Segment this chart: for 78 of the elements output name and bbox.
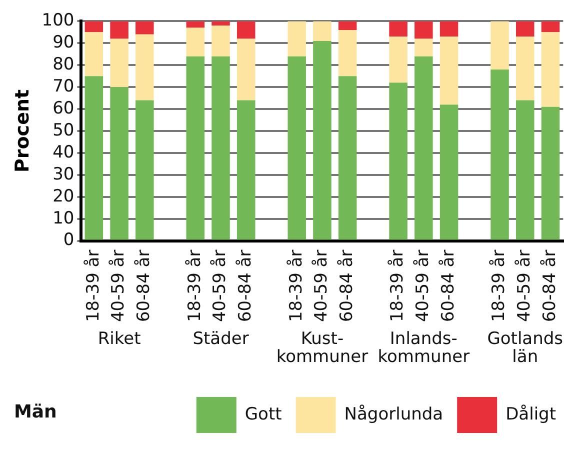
legend-label: Gott: [244, 404, 282, 424]
x-tick-label: 18-39 år: [388, 250, 408, 322]
bar: [212, 26, 230, 56]
bar: [313, 21, 332, 41]
bar: [440, 36, 458, 105]
bar: [490, 70, 509, 240]
bar: [136, 21, 154, 34]
bar: [516, 100, 534, 240]
y-tick-label: 70: [52, 76, 74, 96]
text: Riket: [98, 328, 142, 349]
bar: [440, 104, 458, 240]
legend-label: Någorlunda: [344, 404, 444, 424]
x-tick-label: 18-39 år: [286, 250, 306, 322]
y-tick-label: 50: [52, 120, 74, 140]
bar: [84, 32, 104, 76]
bar: [186, 56, 205, 240]
y-tick-label: 10: [52, 208, 74, 228]
bar: [186, 21, 205, 28]
bar: [110, 87, 128, 240]
x-tick-label: 40-59 år: [312, 250, 332, 322]
x-tick-label: 40-59 år: [210, 250, 230, 322]
y-tick-label: 100: [42, 10, 74, 31]
bar: [516, 36, 534, 100]
y-axis-title: Procent: [11, 89, 34, 173]
bar: [338, 30, 357, 76]
bar: [541, 106, 560, 240]
bar: [414, 56, 433, 240]
bar: [110, 21, 128, 39]
y-tick-label: 60: [52, 98, 74, 118]
text: Gotlands län: [487, 328, 564, 367]
bar: [389, 36, 408, 83]
x-tick-label: 60-84 år: [337, 250, 357, 322]
bar: [440, 21, 458, 37]
y-tick-label: 20: [52, 186, 74, 206]
bar: [84, 21, 104, 32]
bar: [414, 21, 433, 39]
y-tick-label: 30: [52, 164, 74, 184]
bar: [541, 21, 560, 32]
bar: [110, 38, 128, 88]
bar: [236, 100, 256, 240]
bar: [136, 34, 154, 100]
bar: [338, 76, 357, 240]
bar: [288, 21, 306, 56]
bar: [541, 32, 560, 107]
text: Städer: [192, 328, 249, 349]
x-tick-label: 60-84 år: [438, 250, 458, 322]
text: Inlands- kommuner: [378, 328, 470, 367]
text: Kust- kommuner: [276, 328, 368, 367]
x-tick-label: 60-84 år: [134, 250, 154, 322]
bar: [389, 82, 408, 240]
x-tick-label: 18-39 år: [489, 250, 510, 322]
bar: [84, 76, 104, 240]
y-tick-label: 80: [52, 54, 74, 75]
bar: [313, 40, 332, 240]
bar: [236, 21, 256, 39]
x-tick-label: 40-59 år: [514, 250, 535, 322]
bar: [136, 100, 154, 240]
bar: [516, 21, 534, 37]
x-tick-label: 40-59 år: [108, 250, 129, 322]
legend-title: Män: [14, 402, 57, 423]
y-tick-label: 40: [52, 142, 74, 162]
bar: [288, 56, 306, 240]
x-tick-label: 18-39 år: [184, 250, 205, 322]
x-tick-label: 40-59 år: [413, 250, 434, 322]
bar: [338, 21, 357, 30]
x-tick-label: 60-84 år: [540, 250, 560, 322]
bar: [490, 21, 509, 70]
bar: [212, 56, 230, 240]
bar: [186, 28, 205, 56]
bar: [236, 38, 256, 100]
legend-label: Dåligt: [506, 404, 556, 424]
bar: [212, 21, 230, 26]
x-tick-label: 60-84 år: [236, 250, 256, 322]
x-tick-label: 18-39 år: [83, 250, 104, 322]
bar: [389, 21, 408, 37]
y-tick-label: 90: [52, 32, 74, 53]
y-tick-label: 0: [63, 230, 74, 250]
bar: [414, 38, 433, 56]
